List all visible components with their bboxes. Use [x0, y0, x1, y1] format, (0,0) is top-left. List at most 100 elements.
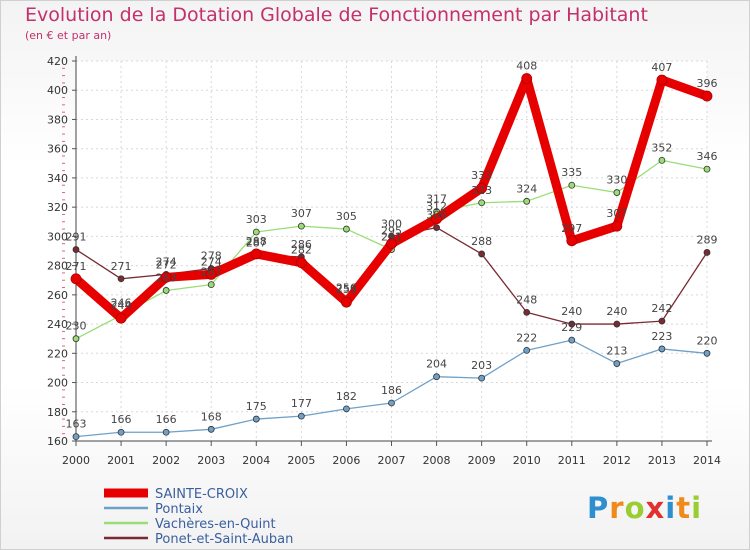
- x-tick-label: 2007: [378, 454, 406, 467]
- data-label: 248: [516, 293, 537, 306]
- logo-letter: x: [645, 491, 666, 525]
- x-tick-label: 2008: [423, 454, 451, 467]
- legend-label: Ponet-et-Saint-Auban: [155, 532, 293, 547]
- data-point: [568, 181, 576, 189]
- logo-letter: i: [665, 491, 677, 525]
- data-point: [566, 235, 578, 247]
- data-point: [117, 275, 125, 283]
- data-point: [250, 248, 262, 260]
- data-label: 213: [606, 345, 627, 358]
- data-label: 303: [246, 213, 267, 226]
- data-label: 346: [697, 150, 718, 163]
- data-point: [703, 349, 711, 357]
- data-label: 287: [246, 236, 267, 249]
- data-point: [478, 199, 486, 207]
- x-tick-label: 2001: [107, 454, 135, 467]
- legend-label: Vachères-en-Quint: [155, 517, 276, 532]
- legend-label: SAINTE-CROIX: [155, 487, 248, 502]
- data-point: [341, 296, 352, 308]
- data-label: 263: [156, 271, 177, 284]
- legend: SAINTE-CROIXPontaixVachères-en-QuintPone…: [104, 487, 293, 547]
- data-point: [295, 257, 307, 269]
- data-label: 223: [651, 330, 672, 343]
- grid-lines: [75, 60, 708, 442]
- data-label: 246: [111, 296, 132, 309]
- data-point: [701, 90, 713, 102]
- data-point: [252, 415, 260, 423]
- legend-label: Pontaix: [155, 502, 203, 517]
- y-tick-label: 360: [47, 143, 68, 156]
- data-point: [613, 360, 621, 367]
- data-point: [160, 271, 172, 283]
- logo-letter: t: [676, 491, 692, 525]
- y-tick-label: 400: [47, 84, 68, 97]
- data-point: [478, 374, 486, 382]
- data-label: 306: [426, 209, 447, 222]
- logo-letter: r: [609, 491, 625, 525]
- data-label: 330: [606, 174, 627, 187]
- data-point: [207, 425, 215, 433]
- data-label: 274: [156, 255, 177, 268]
- data-point: [207, 281, 215, 289]
- y-tick-label: 200: [47, 377, 68, 390]
- data-point: [297, 412, 305, 420]
- data-label: 255: [336, 283, 357, 296]
- data-point: [115, 312, 127, 324]
- data-label: 271: [66, 260, 87, 273]
- data-point: [343, 405, 350, 413]
- x-tick-label: 2013: [648, 454, 676, 467]
- data-label: 271: [111, 260, 132, 273]
- y-tick-label: 260: [47, 289, 68, 302]
- data-point: [523, 197, 531, 205]
- y-tick-label: 160: [47, 435, 68, 448]
- data-label: 297: [561, 222, 582, 235]
- data-point: [613, 189, 621, 196]
- data-point: [478, 250, 486, 258]
- data-point: [658, 156, 666, 164]
- data-label: 312: [426, 200, 447, 213]
- y-tick-label: 340: [47, 172, 68, 185]
- data-label: 274: [201, 255, 222, 268]
- data-label: 244: [111, 299, 132, 312]
- data-label: 307: [291, 207, 312, 220]
- data-point: [297, 222, 305, 230]
- data-label: 295: [381, 225, 402, 238]
- data-point: [343, 225, 350, 233]
- data-point: [72, 246, 80, 253]
- y-tick-label: 180: [47, 406, 68, 419]
- data-label: 272: [156, 258, 177, 271]
- data-point: [568, 336, 576, 344]
- data-point: [72, 335, 80, 343]
- data-label: 175: [246, 400, 267, 413]
- data-label: 166: [156, 413, 177, 426]
- data-label: 220: [697, 334, 718, 347]
- data-label: 288: [246, 235, 267, 248]
- data-label: 256: [336, 282, 357, 295]
- data-label: 291: [66, 231, 87, 244]
- data-point: [611, 220, 623, 232]
- x-tick-label: 2012: [603, 454, 631, 467]
- data-label: 229: [561, 321, 582, 334]
- data-point: [117, 428, 125, 436]
- data-label: 267: [201, 266, 222, 279]
- x-tick-label: 2003: [197, 454, 225, 467]
- data-point: [162, 287, 170, 294]
- data-label: 278: [201, 250, 222, 263]
- data-point: [431, 213, 442, 225]
- data-label: 240: [606, 305, 627, 318]
- logo-letter: o: [624, 491, 646, 525]
- data-point: [656, 74, 668, 86]
- data-point: [703, 249, 711, 256]
- data-point: [252, 228, 260, 236]
- data-label: 177: [291, 397, 312, 410]
- chart-subtitle: (en € et par an): [25, 29, 112, 42]
- data-point: [703, 165, 711, 173]
- data-label: 204: [426, 358, 447, 371]
- x-tick-label: 2009: [468, 454, 496, 467]
- data-point: [162, 428, 170, 436]
- data-label: 323: [471, 184, 492, 197]
- data-label: 168: [201, 410, 222, 423]
- data-point: [521, 73, 533, 84]
